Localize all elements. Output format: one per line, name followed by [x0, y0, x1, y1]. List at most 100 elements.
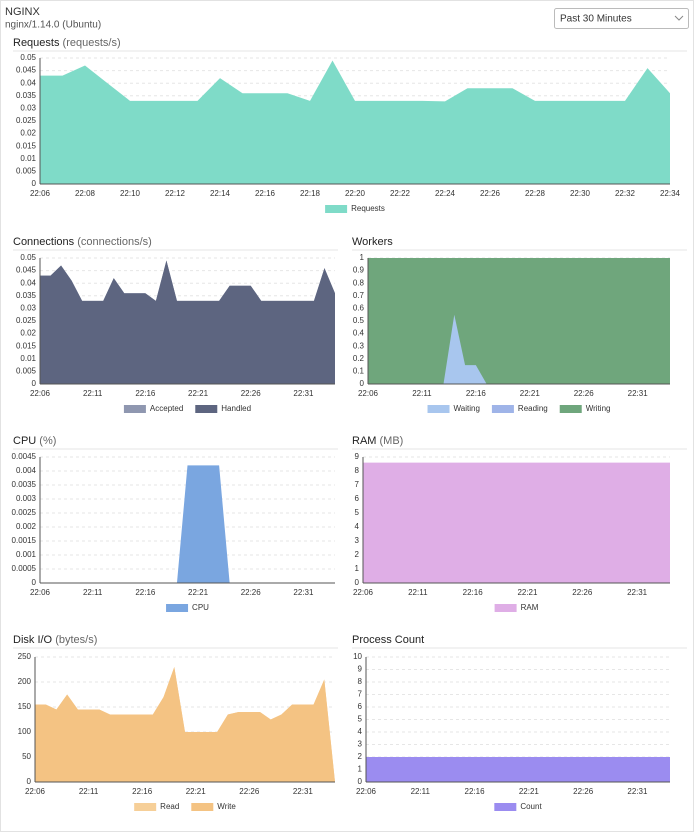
y-tick-label: 3 — [358, 740, 363, 749]
x-tick-label: 22:11 — [408, 588, 428, 597]
y-tick-label: 0.1 — [353, 367, 365, 376]
x-tick-label: 22:31 — [627, 787, 648, 796]
y-tick-label: 50 — [22, 752, 31, 761]
x-tick-label: 22:21 — [188, 389, 209, 398]
y-tick-label: 0.025 — [16, 116, 37, 125]
panel-title: Connections (connections/s) — [13, 236, 152, 248]
legend-swatch — [325, 205, 348, 213]
y-tick-label: 0.001 — [16, 550, 37, 559]
x-tick-label: 22:34 — [660, 189, 681, 198]
legend-label: Count — [520, 802, 542, 811]
x-tick-label: 22:21 — [517, 588, 538, 597]
y-tick-label: 2 — [355, 550, 360, 559]
x-tick-label: 22:16 — [132, 787, 153, 796]
select-caret[interactable] — [674, 15, 684, 21]
y-tick-label: 0.2 — [353, 354, 365, 363]
panel-title-text: Disk I/O — [13, 634, 53, 646]
x-tick-label: 22:18 — [300, 189, 321, 198]
y-tick-label: 8 — [358, 677, 363, 686]
x-tick-label: 22:06 — [358, 389, 379, 398]
legend-label: RAM — [521, 603, 539, 612]
legend-swatch — [134, 803, 157, 811]
time-range-select[interactable]: Past 30 Minutes — [554, 8, 689, 29]
area-series — [366, 757, 670, 782]
x-tick-label: 22:20 — [345, 189, 366, 198]
x-tick-label: 22:06 — [25, 787, 46, 796]
x-tick-label: 22:12 — [165, 189, 186, 198]
y-tick-label: 0.045 — [16, 66, 37, 75]
x-tick-label: 22:31 — [293, 389, 314, 398]
y-tick-label: 0.4 — [353, 329, 365, 338]
x-tick-label: 22:11 — [411, 787, 431, 796]
panel-title-text: Process Count — [352, 634, 424, 646]
y-tick-label: 0 — [32, 179, 37, 188]
y-tick-label: 3 — [355, 536, 360, 545]
legend-swatch — [123, 405, 146, 413]
area-series — [363, 462, 670, 583]
x-tick-label: 22:26 — [574, 389, 595, 398]
x-tick-label: 22:26 — [241, 389, 262, 398]
legend-swatch — [491, 405, 514, 413]
y-tick-label: 0.0035 — [12, 480, 37, 489]
app-version: nginx/1.14.0 (Ubuntu) — [5, 20, 101, 31]
x-tick-label: 22:31 — [293, 787, 314, 796]
panel-title: CPU (%) — [13, 435, 56, 447]
legend: CPU — [166, 603, 209, 612]
y-tick-label: 0.6 — [353, 304, 365, 313]
select-box[interactable] — [554, 8, 689, 29]
y-tick-label: 0.03 — [20, 304, 36, 313]
legend-swatch — [494, 604, 517, 612]
x-tick-label: 22:31 — [628, 389, 649, 398]
legend: Read Write — [134, 802, 236, 811]
y-tick-label: 6 — [358, 702, 363, 711]
y-tick-label: 0.015 — [16, 141, 37, 150]
x-tick-label: 22:16 — [463, 588, 484, 597]
y-tick-label: 0.025 — [16, 316, 37, 325]
y-tick-label: 1 — [358, 765, 363, 774]
y-tick-label: 2 — [358, 752, 363, 761]
panel-title: Workers — [352, 236, 393, 248]
panel-title-text: Workers — [352, 236, 393, 248]
y-tick-label: 8 — [355, 466, 360, 475]
legend: Count — [494, 802, 542, 811]
y-tick-label: 1 — [360, 253, 365, 262]
x-tick-label: 22:24 — [435, 189, 456, 198]
x-tick-label: 22:16 — [255, 189, 276, 198]
y-tick-label: 9 — [358, 665, 363, 674]
select-value[interactable]: Past 30 Minutes — [560, 14, 632, 25]
y-tick-label: 100 — [18, 727, 32, 736]
legend-swatch — [427, 405, 450, 413]
y-tick-label: 250 — [18, 652, 32, 661]
x-tick-label: 22:11 — [79, 787, 99, 796]
panel-title-text: Requests — [13, 37, 60, 49]
x-tick-label: 22:32 — [615, 189, 636, 198]
x-tick-label: 22:06 — [30, 389, 51, 398]
panel-unit: (bytes/s) — [55, 634, 97, 646]
panel-unit: (MB) — [380, 435, 404, 447]
y-tick-label: 0.05 — [20, 253, 36, 262]
y-tick-label: 0.0025 — [12, 508, 37, 517]
x-tick-label: 22:30 — [570, 189, 591, 198]
legend-label: Waiting — [454, 404, 480, 413]
x-tick-label: 22:21 — [186, 787, 207, 796]
y-tick-label: 7 — [355, 480, 360, 489]
panel-title: Disk I/O (bytes/s) — [13, 634, 97, 646]
y-tick-label: 0.003 — [16, 494, 37, 503]
panel-title-text: RAM — [352, 435, 376, 447]
y-tick-label: 0 — [360, 379, 365, 388]
y-tick-label: 0.0015 — [12, 536, 37, 545]
y-tick-label: 0 — [27, 777, 32, 786]
legend-swatch — [559, 405, 582, 413]
x-tick-label: 22:08 — [75, 189, 96, 198]
panel-title-text: CPU — [13, 435, 36, 447]
panel-unit: (connections/s) — [77, 236, 152, 248]
x-tick-label: 22:06 — [30, 588, 51, 597]
legend-label: Write — [217, 802, 236, 811]
y-tick-label: 0.045 — [16, 266, 37, 275]
legend-label: Writing — [586, 404, 611, 413]
panel-unit: (%) — [39, 435, 56, 447]
x-tick-label: 22:26 — [572, 588, 593, 597]
y-tick-label: 150 — [18, 702, 32, 711]
y-tick-label: 0.035 — [16, 291, 37, 300]
y-tick-label: 0.5 — [353, 316, 365, 325]
